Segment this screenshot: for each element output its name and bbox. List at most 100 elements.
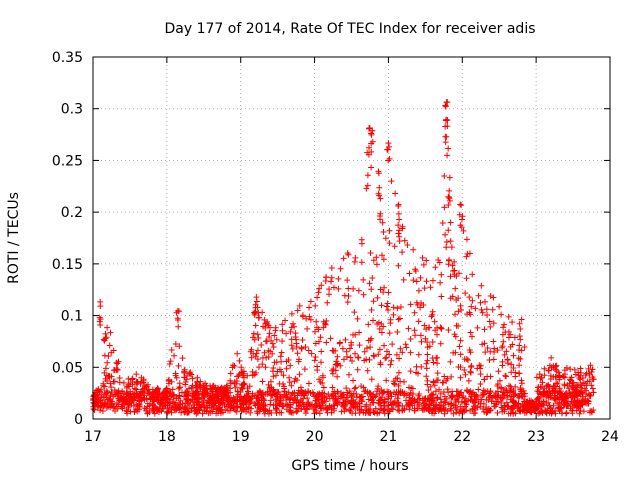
data-point [332, 398, 339, 405]
data-point [467, 329, 474, 336]
data-point [418, 338, 425, 345]
data-point [414, 301, 421, 308]
data-point [474, 365, 481, 372]
data-point [99, 408, 106, 415]
data-point [459, 409, 466, 416]
data-point [367, 401, 374, 408]
data-point [147, 396, 154, 403]
data-point [567, 366, 574, 373]
data-point [472, 402, 479, 409]
data-point [238, 384, 245, 391]
data-point [566, 389, 573, 396]
data-point [368, 376, 375, 383]
data-point [467, 349, 474, 356]
data-point [259, 389, 266, 396]
data-point [500, 324, 507, 331]
data-point [296, 356, 303, 363]
data-point [471, 399, 478, 406]
data-point [163, 399, 170, 406]
data-point [375, 351, 382, 358]
data-point [418, 300, 425, 307]
data-point [264, 320, 271, 327]
data-point [442, 139, 449, 146]
data-point [403, 344, 410, 351]
data-point [378, 329, 385, 336]
data-point [468, 362, 475, 369]
data-point [269, 368, 276, 375]
data-point [358, 240, 365, 247]
data-point [516, 362, 523, 369]
data-point [354, 366, 361, 373]
data-point [231, 380, 238, 387]
data-point [463, 355, 470, 362]
data-point [518, 393, 525, 400]
data-point [478, 282, 485, 289]
data-point [299, 313, 306, 320]
data-point [200, 382, 207, 389]
data-point [253, 298, 260, 305]
data-point [123, 407, 130, 414]
data-point [95, 394, 102, 401]
data-point [246, 404, 253, 411]
data-point [184, 397, 191, 404]
data-point [290, 409, 297, 416]
data-point [584, 378, 591, 385]
data-point [547, 405, 554, 412]
data-point [364, 367, 371, 374]
data-point [496, 303, 503, 310]
data-point [509, 341, 516, 348]
data-point [463, 398, 470, 405]
data-point [405, 325, 412, 332]
data-point [207, 383, 214, 390]
data-point [500, 338, 507, 345]
data-point [419, 254, 426, 261]
data-point [387, 390, 394, 397]
data-point [294, 350, 301, 357]
data-point [486, 357, 493, 364]
data-point [287, 328, 294, 335]
data-point [267, 401, 274, 408]
data-point [133, 378, 140, 385]
data-point [512, 410, 519, 417]
data-point [426, 343, 433, 350]
data-point [364, 388, 371, 395]
data-point [577, 384, 584, 391]
data-point [341, 408, 348, 415]
data-point [576, 389, 583, 396]
data-point [259, 361, 266, 368]
data-point [584, 400, 591, 407]
data-point [438, 325, 445, 332]
data-point [244, 372, 251, 379]
data-point [366, 125, 373, 132]
data-point [569, 410, 576, 417]
x-tick-labels: 17 18 19 20 21 22 23 24 [84, 429, 619, 445]
data-point [174, 316, 181, 323]
data-point [391, 389, 398, 396]
data-point [283, 330, 290, 337]
data-point [539, 409, 546, 416]
data-point [381, 284, 388, 291]
data-point [164, 386, 171, 393]
data-point [541, 385, 548, 392]
data-point [272, 372, 279, 379]
data-point [444, 152, 451, 159]
data-point [227, 385, 234, 392]
data-point [503, 348, 510, 355]
data-point [587, 392, 594, 399]
data-point [302, 410, 309, 417]
data-point [272, 407, 279, 414]
data-point [564, 394, 571, 401]
data-point [175, 385, 182, 392]
data-point [440, 406, 447, 413]
data-point [570, 392, 577, 399]
data-point [529, 400, 536, 407]
data-point [146, 390, 153, 397]
data-point [472, 305, 479, 312]
data-point [286, 374, 293, 381]
data-point [231, 362, 238, 369]
data-point [517, 385, 524, 392]
data-point [406, 394, 413, 401]
data-point [441, 410, 448, 417]
data-point [343, 348, 350, 355]
data-point [413, 278, 420, 285]
